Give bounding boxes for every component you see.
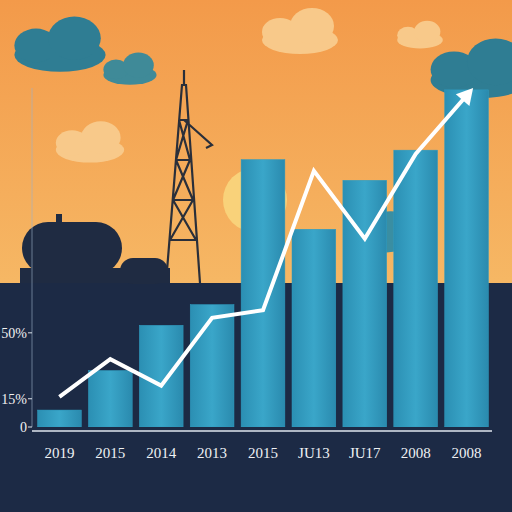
tank-valve: [56, 214, 62, 224]
cloud: [397, 21, 443, 49]
x-tick-label: 2015: [248, 445, 278, 461]
x-tick-label: 2019: [44, 445, 74, 461]
y-axis-line: [32, 88, 33, 427]
chart-root: 0 15% 50% 2019 2015 2014 2013 2015 JU13 JU17 2008 2…: [0, 0, 512, 512]
y-tick-label: 0: [20, 420, 27, 435]
cloud: [103, 53, 156, 85]
cloud-part: [48, 17, 101, 60]
bar: [190, 305, 234, 427]
bar: [292, 229, 336, 427]
cloud: [262, 8, 338, 54]
arrow-head: [456, 88, 473, 106]
y-tick-label: 50%: [1, 326, 27, 341]
y-tick: [28, 398, 32, 399]
x-tick-label: 2015: [95, 445, 125, 461]
tank: [22, 222, 122, 274]
bar: [38, 410, 82, 427]
y-tick-label: 15%: [1, 392, 27, 407]
x-tick-label: 2014: [146, 445, 177, 461]
chart: 0 15% 50% 2019 2015 2014 2013 2015 JU13 JU17 2008 2…: [0, 0, 512, 512]
derrick-frame: [166, 70, 212, 283]
derrick: [166, 70, 212, 283]
line: [59, 96, 466, 397]
x-axis-line: [32, 430, 492, 432]
x-tick-label: JU13: [298, 445, 330, 461]
cloud-part: [467, 38, 512, 85]
bar: [394, 150, 438, 427]
cloud-part: [123, 53, 154, 78]
x-tick-label: 2008: [401, 445, 431, 461]
x-tick-label: 2008: [452, 445, 482, 461]
bar: [445, 90, 489, 427]
x-tick-label: 2013: [197, 445, 227, 461]
cloud-part: [414, 21, 440, 43]
cloud: [56, 121, 124, 162]
tank-base: [20, 268, 170, 283]
cloud-part: [290, 8, 334, 44]
bar: [88, 371, 132, 428]
y-tick: [28, 332, 32, 333]
x-tick-label: JU17: [349, 445, 381, 461]
y-tick: [28, 427, 32, 428]
cloud: [14, 17, 105, 72]
cloud-part: [81, 121, 121, 153]
bar: [241, 160, 285, 427]
marks: [38, 90, 489, 427]
tanks: [20, 214, 170, 284]
